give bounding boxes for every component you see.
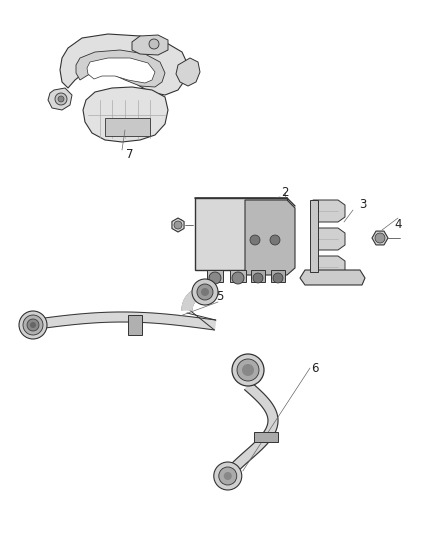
Polygon shape [176, 58, 200, 86]
Circle shape [58, 96, 64, 102]
Circle shape [27, 319, 39, 331]
Text: 7: 7 [126, 149, 134, 161]
Circle shape [192, 279, 218, 305]
Polygon shape [83, 87, 168, 142]
Polygon shape [132, 35, 168, 55]
Bar [271, 270, 285, 282]
Bar [128, 315, 142, 335]
Circle shape [253, 273, 263, 283]
Circle shape [250, 235, 260, 245]
Polygon shape [87, 58, 155, 83]
Circle shape [214, 462, 242, 490]
Polygon shape [313, 228, 345, 250]
Circle shape [174, 221, 182, 229]
Circle shape [197, 284, 213, 300]
Circle shape [55, 93, 67, 105]
Polygon shape [245, 200, 295, 275]
Circle shape [224, 472, 232, 480]
Circle shape [375, 233, 385, 243]
Circle shape [201, 288, 209, 296]
Text: 1: 1 [176, 217, 184, 230]
Text: 6: 6 [311, 361, 319, 375]
Circle shape [219, 467, 237, 485]
Bar [105, 118, 150, 136]
Polygon shape [372, 231, 388, 245]
Text: 5: 5 [216, 290, 224, 303]
Polygon shape [224, 382, 278, 479]
Bar [207, 270, 223, 282]
Text: 4: 4 [394, 219, 402, 231]
Bar [310, 200, 318, 272]
Circle shape [242, 364, 254, 376]
Circle shape [232, 354, 264, 386]
Circle shape [149, 39, 159, 49]
Bar [195, 198, 287, 270]
Circle shape [19, 311, 47, 339]
Circle shape [30, 322, 36, 328]
Polygon shape [300, 270, 365, 285]
Bar [251, 270, 265, 282]
Polygon shape [182, 287, 205, 310]
Text: 2: 2 [281, 185, 289, 198]
Polygon shape [313, 256, 345, 278]
Polygon shape [29, 312, 215, 330]
Polygon shape [76, 50, 165, 87]
Bar [230, 270, 246, 282]
Polygon shape [48, 88, 72, 110]
Polygon shape [60, 34, 188, 95]
Circle shape [237, 359, 259, 381]
Circle shape [209, 272, 221, 284]
Polygon shape [313, 200, 345, 222]
Circle shape [232, 272, 244, 284]
Bar [254, 432, 278, 442]
Polygon shape [172, 218, 184, 232]
Circle shape [273, 273, 283, 283]
Text: 3: 3 [359, 198, 367, 212]
Circle shape [270, 235, 280, 245]
Circle shape [23, 315, 43, 335]
